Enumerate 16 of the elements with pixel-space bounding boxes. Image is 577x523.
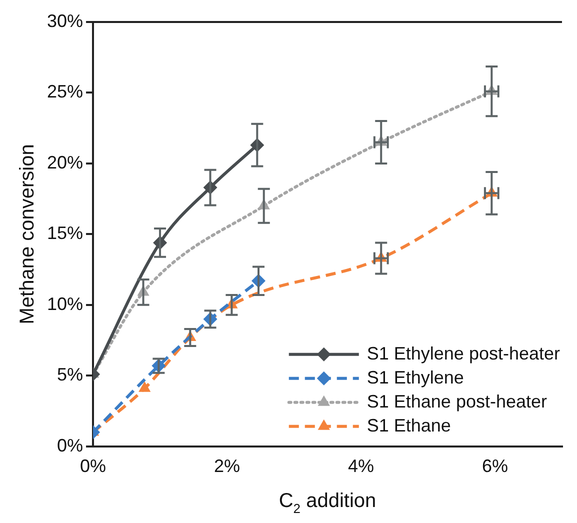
y-tick-label: 15%	[46, 223, 84, 244]
x-tick-label: 4%	[348, 456, 374, 476]
y-tick-label: 25%	[46, 82, 84, 102]
legend-label: S1 Ethylene post-heater	[366, 343, 560, 364]
y-tick-label: 20%	[46, 152, 84, 172]
legend-label: S1 Ethane post-heater	[366, 391, 548, 412]
legend-label: S1 Ethane	[366, 415, 451, 436]
y-tick-label: 30%	[46, 10, 84, 31]
y-axis-title: Methane conversion	[16, 144, 39, 324]
y-tick-label: 0%	[57, 435, 84, 456]
x-tick-label: 6%	[482, 456, 508, 476]
legend-label: S1 Ethylene	[366, 367, 464, 388]
y-tick-label: 5%	[57, 364, 84, 385]
x-tick-label: 0%	[80, 456, 106, 476]
y-tick-label: 10%	[46, 294, 84, 314]
x-tick-label: 2%	[214, 456, 240, 476]
